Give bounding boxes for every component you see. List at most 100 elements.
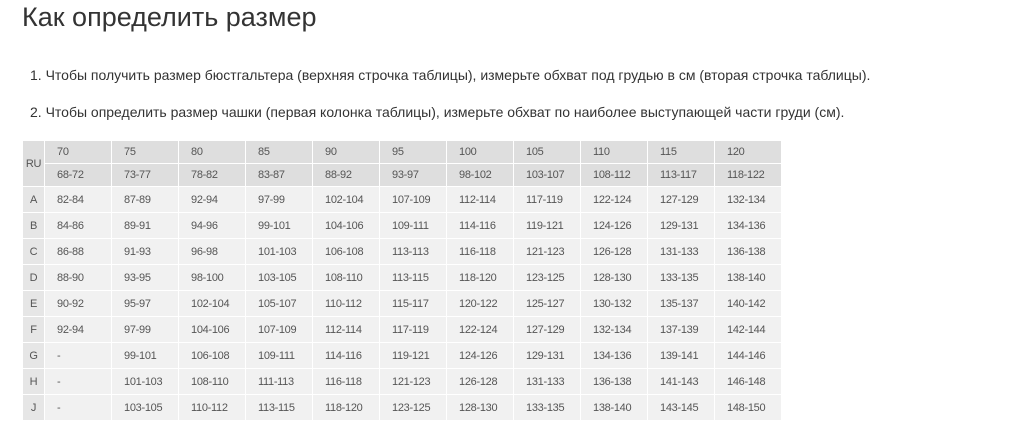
corner-label: RU: [22, 140, 45, 187]
bust-range-cell: 92-94: [178, 186, 246, 213]
header-row-sizes: RU 70 75 80 85 90 95 100 105 110 115 120: [22, 140, 782, 187]
bust-range-cell: 86-88: [44, 238, 112, 265]
bust-range-cell: -: [44, 368, 112, 395]
cup-label: E: [22, 290, 45, 317]
bust-range-cell: 124-126: [580, 212, 648, 239]
bust-range-cell: 126-128: [580, 238, 648, 265]
bust-range-cell: 129-131: [647, 212, 715, 239]
bust-range-cell: 121-123: [513, 238, 581, 265]
bust-range-cell: 146-148: [714, 368, 782, 395]
bust-range-cell: 122-124: [446, 316, 514, 343]
bust-range-cell: 98-100: [178, 264, 246, 291]
page-title: Как определить размер: [22, 2, 317, 32]
bust-range-cell: 123-125: [379, 394, 447, 421]
bust-range-cell: 114-116: [312, 342, 380, 369]
bust-range-cell: 99-101: [245, 212, 313, 239]
bust-range-cell: 110-112: [178, 394, 246, 421]
underbust-cell: 98-102: [446, 163, 514, 187]
bust-range-cell: 141-143: [647, 368, 715, 395]
bust-range-cell: 108-110: [178, 368, 246, 395]
table-row: E 90-92 95-97 102-104 105-107 110-112 115-117 1…: [22, 290, 782, 317]
bust-range-cell: 104-106: [312, 212, 380, 239]
table-row: G -99-101 106-108 109-111 114-116 119-121 124-…: [22, 342, 782, 369]
bust-range-cell: 93-95: [111, 264, 179, 291]
bust-range-cell: 112-114: [446, 186, 514, 213]
bust-range-cell: 127-129: [647, 186, 715, 213]
bust-range-cell: 103-105: [245, 264, 313, 291]
bust-range-cell: 136-138: [714, 238, 782, 265]
bust-range-cell: 105-107: [245, 290, 313, 317]
underbust-cell: 118-122: [714, 163, 782, 187]
bust-range-cell: 99-101: [111, 342, 179, 369]
bust-range-cell: 130-132: [580, 290, 648, 317]
bust-range-cell: 88-90: [44, 264, 112, 291]
header-row-underbust: 68-72 73-77 78-82 83-87 88-92 93-97 98-102 103-…: [23, 163, 782, 187]
bust-range-cell: 91-93: [111, 238, 179, 265]
band-size-cell: 115: [647, 140, 715, 164]
bust-range-cell: 131-133: [513, 368, 581, 395]
band-size-cell: 95: [379, 140, 447, 164]
bust-range-cell: 129-131: [513, 342, 581, 369]
bust-range-cell: 137-139: [647, 316, 715, 343]
cup-label: G: [22, 342, 45, 369]
bust-range-cell: 125-127: [513, 290, 581, 317]
table-row: D 88-90 93-95 98-100 103-105 108-110 113-115 11…: [22, 264, 782, 291]
bust-range-cell: 128-130: [580, 264, 648, 291]
bust-range-cell: 82-84: [44, 186, 112, 213]
bust-range-cell: 104-106: [178, 316, 246, 343]
bust-range-cell: 123-125: [513, 264, 581, 291]
bust-range-cell: 142-144: [714, 316, 782, 343]
bust-range-cell: 127-129: [513, 316, 581, 343]
cup-label: J: [22, 394, 45, 421]
bust-range-cell: 118-120: [446, 264, 514, 291]
bust-range-cell: 110-112: [312, 290, 380, 317]
bust-range-cell: 103-105: [111, 394, 179, 421]
table-row: B 84-86 89-91 94-96 99-101 104-106 109-111 114-…: [22, 212, 782, 239]
bust-range-cell: 133-135: [513, 394, 581, 421]
band-size-cell: 90: [312, 140, 380, 164]
cup-label: B: [22, 212, 45, 239]
bust-range-cell: -: [44, 394, 112, 421]
band-size-cell: 110: [580, 140, 648, 164]
bust-range-cell: 134-136: [714, 212, 782, 239]
bust-range-cell: 115-117: [379, 290, 447, 317]
bust-range-cell: 128-130: [446, 394, 514, 421]
cup-label: F: [22, 316, 45, 343]
bust-range-cell: 111-113: [245, 368, 313, 395]
bust-range-cell: 117-119: [379, 316, 447, 343]
bust-range-cell: 135-137: [647, 290, 715, 317]
band-size-cell: 70: [44, 140, 112, 164]
underbust-cell: 113-117: [647, 163, 715, 187]
instruction-cup-size: 2. Чтобы определить размер чашки (первая…: [30, 104, 845, 120]
bust-range-cell: 133-135: [647, 264, 715, 291]
bust-range-cell: 144-146: [714, 342, 782, 369]
underbust-cell: 83-87: [245, 163, 313, 187]
instruction-band-size: 1. Чтобы получить размер бюстгальтера (в…: [30, 67, 871, 83]
cup-label: C: [22, 238, 45, 265]
bust-range-cell: 113-115: [245, 394, 313, 421]
bust-range-cell: 89-91: [111, 212, 179, 239]
bust-range-cell: 143-145: [647, 394, 715, 421]
bust-range-cell: -: [44, 342, 112, 369]
bust-range-cell: 138-140: [580, 394, 648, 421]
bust-range-cell: 122-124: [580, 186, 648, 213]
bust-range-cell: 132-134: [714, 186, 782, 213]
bust-range-cell: 101-103: [111, 368, 179, 395]
bust-range-cell: 97-99: [245, 186, 313, 213]
band-size-cell: 105: [513, 140, 581, 164]
bust-range-cell: 95-97: [111, 290, 179, 317]
table-row: J -103-105 110-112 113-115 118-120 123-125 128…: [22, 394, 782, 421]
underbust-cell: 108-112: [580, 163, 648, 187]
table-row: F 92-94 97-99 104-106 107-109 112-114 117-119 1…: [22, 316, 782, 343]
bust-range-cell: 120-122: [446, 290, 514, 317]
bust-range-cell: 140-142: [714, 290, 782, 317]
bust-range-cell: 106-108: [312, 238, 380, 265]
cup-label: A: [22, 186, 45, 213]
bust-range-cell: 148-150: [714, 394, 782, 421]
table-row: H -101-103 108-110 111-113 116-118 121-123 126…: [22, 368, 782, 395]
bust-range-cell: 132-134: [580, 316, 648, 343]
bust-range-cell: 90-92: [44, 290, 112, 317]
underbust-cell: 78-82: [178, 163, 246, 187]
bust-range-cell: 102-104: [312, 186, 380, 213]
bust-range-cell: 102-104: [178, 290, 246, 317]
